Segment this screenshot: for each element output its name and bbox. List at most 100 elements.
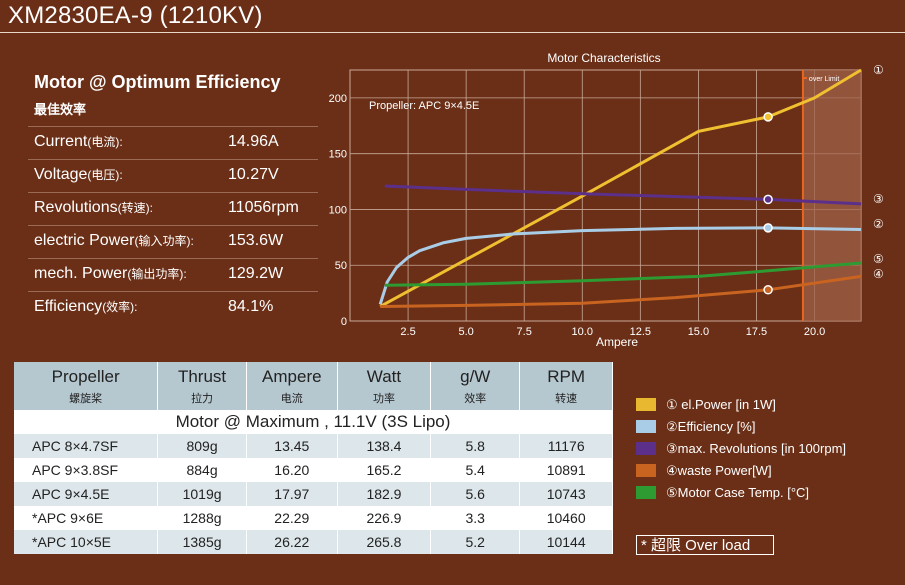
table-row: APC 9×4.5E 1019g 17.97 182.9 5.6 10743 [14, 482, 613, 506]
x-tick-label: 7.5 [517, 326, 532, 338]
table-cell: 1288g [157, 506, 247, 530]
efficiency-row-value: 14.96A [228, 133, 279, 150]
legend-label: ②Efficiency [%] [666, 419, 756, 434]
table-cell: 1019g [157, 482, 247, 506]
efficiency-row-value: 10.27V [228, 166, 279, 183]
table-row: *APC 9×6E 1288g 22.29 226.9 3.3 10460 [14, 506, 613, 530]
series-end-label-4: ④ [873, 267, 884, 281]
optimum-efficiency-panel: Motor @ Optimum Efficiency 最佳效率 Current(… [28, 72, 318, 324]
table-section-title: Motor @ Maximum , 11.1V (3S Lipo) [14, 410, 613, 434]
motor-characteristics-chart: 2.5 5.0 7.5 10.0 12.5 15.0 17.5 20.0 0 50 100 150 20… [320, 46, 905, 356]
legend-swatch [636, 464, 656, 477]
efficiency-row-label-en: mech. Power [34, 265, 128, 282]
table-header-cell: Watt 功率 [337, 362, 432, 410]
efficiency-row: Revolutions(转速): 11056rpm [28, 192, 318, 225]
table-header-en: g/W [460, 366, 491, 386]
table-cell: 809g [157, 434, 247, 458]
table-header-en: Ampere [262, 366, 322, 386]
table-cell: 13.45 [246, 434, 338, 458]
table-cell: 138.4 [337, 434, 432, 458]
efficiency-row-value: 11056rpm [228, 199, 299, 216]
series-marker-1 [763, 112, 773, 122]
y-tick-label: 0 [341, 316, 347, 328]
table-cell: *APC 10×5E [14, 530, 159, 554]
x-tick-label: 12.5 [630, 326, 651, 338]
table-cell: 5.6 [430, 482, 521, 506]
propeller-table: Propeller 螺旋桨 Thrust 拉力 Ampere 电流 Watt 功率 g/W 效率 R… [14, 362, 613, 554]
efficiency-row-label-zh: (输出功率): [127, 267, 187, 281]
table-header-cell: Ampere 电流 [246, 362, 338, 410]
table-header-cell: RPM 转速 [519, 362, 613, 410]
table-header-en: Watt [366, 366, 402, 386]
series-line-3 [384, 184, 862, 206]
y-tick-label: 100 [329, 204, 347, 216]
table-cell: 5.2 [430, 530, 521, 554]
legend-label: ④waste Power[W] [666, 463, 772, 478]
efficiency-row-label-zh: (转速): [117, 201, 153, 215]
efficiency-row-label-en: Current [34, 133, 88, 150]
efficiency-rows: Current(电流): 14.96A Voltage(电压): 10.27V Revo… [28, 126, 318, 324]
table-cell: 17.97 [246, 482, 338, 506]
table-cell: 26.22 [246, 530, 338, 554]
table-header-zh: 拉力 [191, 392, 214, 405]
efficiency-row: Efficiency(效率): 84.1% [28, 291, 318, 324]
table-cell: 10144 [519, 530, 613, 554]
table-cell: APC 8×4.7SF [14, 434, 159, 458]
table-cell: 16.20 [246, 458, 338, 482]
x-tick-label: 5.0 [458, 326, 473, 338]
table-row: APC 9×3.8SF 884g 16.20 165.2 5.4 10891 [14, 458, 613, 482]
table-cell: 11176 [519, 434, 613, 458]
efficiency-subheading: 最佳效率 [34, 102, 87, 117]
table-cell: 182.9 [337, 482, 432, 506]
x-axis-label: Ampere [596, 335, 638, 349]
efficiency-row-label-zh: (电压): [87, 168, 123, 182]
efficiency-row-value: 84.1% [228, 298, 274, 315]
table-cell: 22.29 [246, 506, 338, 530]
table-row: *APC 10×5E 1385g 26.22 265.8 5.2 10144 [14, 530, 613, 554]
series-marker-4 [763, 285, 773, 295]
efficiency-row-label-en: Voltage [34, 166, 88, 183]
table-header-zh: 电流 [280, 392, 303, 405]
efficiency-row: electric Power(输入功率): 153.6W [28, 225, 318, 258]
legend-swatch [636, 442, 656, 455]
table-row: APC 8×4.7SF 809g 13.45 138.4 5.8 11176 [14, 434, 613, 458]
table-header-zh: 转速 [555, 392, 578, 405]
efficiency-row-value: 129.2W [228, 265, 284, 282]
table-cell: 226.9 [337, 506, 432, 530]
table-cell: 10460 [519, 506, 613, 530]
overload-note: * 超限 Over load [636, 535, 774, 555]
legend-label: ③max. Revolutions [in 100rpm] [666, 441, 847, 456]
table-cell: 265.8 [337, 530, 432, 554]
series-end-label-1: ① [873, 63, 884, 77]
efficiency-row-label: Voltage(电压): [34, 166, 123, 184]
series-end-label-3: ③ [873, 192, 884, 206]
table-header-cell: Propeller 螺旋桨 [14, 362, 159, 410]
table-cell: 1385g [157, 530, 247, 554]
table-cell: 10743 [519, 482, 613, 506]
x-tick-label: 15.0 [688, 326, 709, 338]
efficiency-row-label: Revolutions(转速): [34, 199, 153, 217]
efficiency-row-label-en: electric Power [34, 232, 135, 249]
over-limit-label: over Limit [809, 76, 839, 83]
y-tick-label: 150 [329, 149, 347, 161]
series-end-label-5: ⑤ [873, 252, 884, 266]
series-marker-2 [763, 223, 773, 233]
series-marker-3 [763, 194, 773, 205]
table-cell: APC 9×3.8SF [14, 458, 159, 482]
table-header-en: Thrust [177, 366, 227, 386]
table-header-en: Propeller [51, 366, 120, 386]
title-divider [0, 32, 905, 33]
efficiency-row-value: 153.6W [228, 232, 284, 249]
efficiency-row-label-zh: (电流): [87, 135, 123, 149]
efficiency-row: Current(电流): 14.96A [28, 126, 318, 159]
efficiency-row-label-zh: (效率): [102, 300, 138, 314]
legend-swatch [636, 486, 656, 499]
series-line-5 [384, 261, 862, 287]
efficiency-row-label: mech. Power(输出功率): [34, 265, 187, 283]
y-tick-label: 200 [329, 93, 347, 105]
table-section-row: Motor @ Maximum , 11.1V (3S Lipo) [14, 410, 613, 434]
table-cell: APC 9×4.5E [14, 482, 159, 506]
legend-label: ① el.Power [in 1W] [666, 397, 776, 412]
x-tick-label: 10.0 [572, 326, 593, 338]
efficiency-heading: Motor @ Optimum Efficiency [34, 72, 281, 92]
